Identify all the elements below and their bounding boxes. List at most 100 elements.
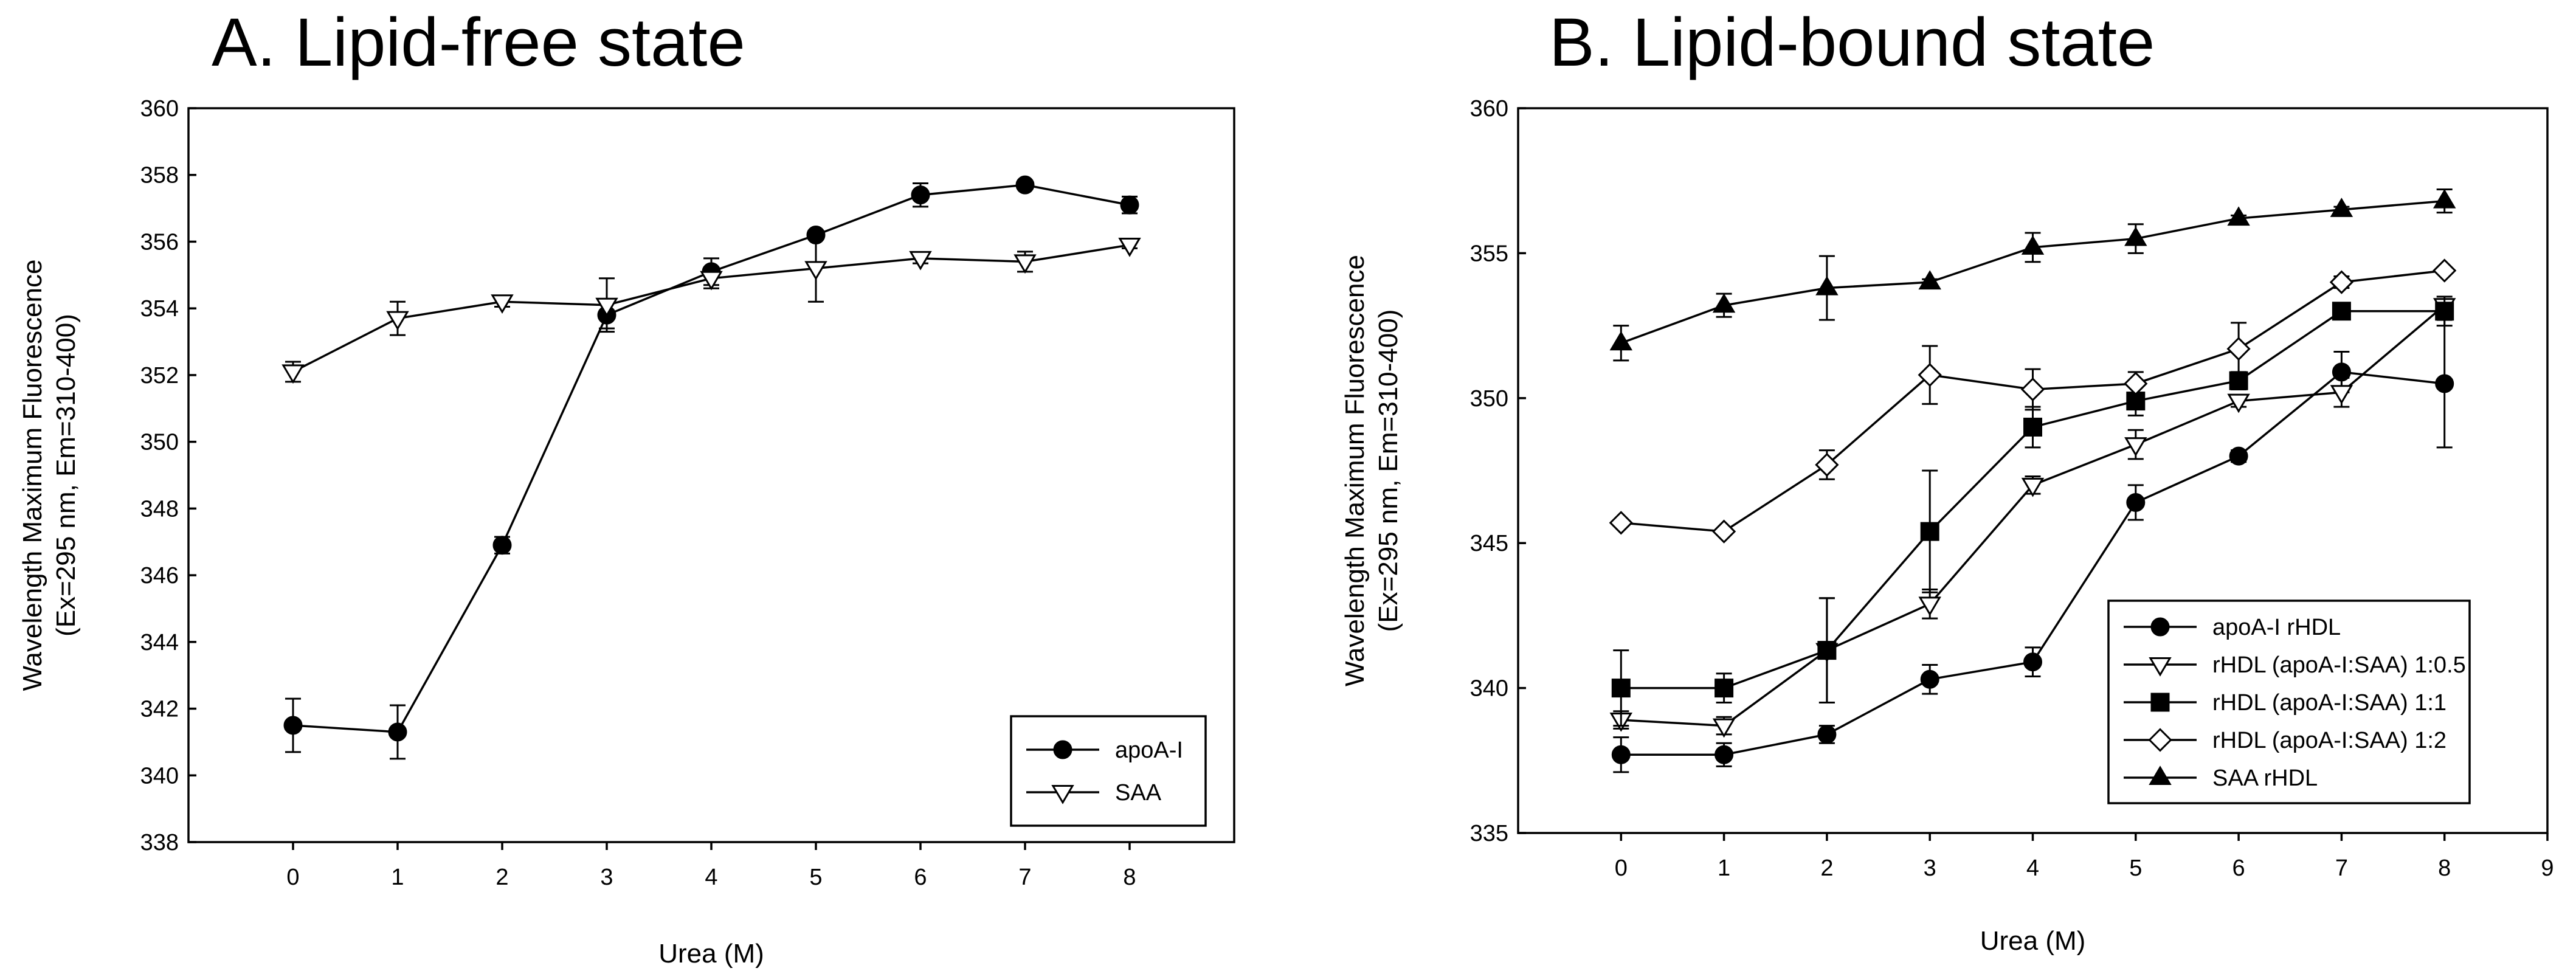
panel-b-legend: apoA-I rHDL rHDL (apoA-I:SAA) 1:0.5 rHDL (… [2107,600,2471,804]
panel-a-y-tick-label: 360 [140,96,179,122]
data-point [1815,452,1839,477]
legend-entry-apoa-i: apoA-I [1115,738,1183,763]
panel-a-y-axis-label: Wavelength Maximum Fluorescence [18,260,47,691]
panel-a-x-tick-label: 2 [496,865,508,890]
data-point [388,722,407,742]
legend-marker [2150,617,2170,637]
panel-a-y-tick-label: 354 [140,296,179,322]
data-point [1918,363,1942,387]
data-point [1611,679,1631,698]
panel-b-y-tick-label: 345 [1470,531,1508,556]
data-point [2435,302,2454,321]
data-point [2229,446,2248,466]
panel-a-series-saa [281,233,1141,384]
data-point [2021,477,2045,497]
panel-a-y-tick-label: 346 [140,563,179,589]
panel-b-x-axis-label: Urea (M) [1980,926,2086,956]
panel-b-series-rhdl-apoa-i-saa-1-1 [1611,295,2454,727]
panel-a-x-tick-label: 7 [1018,865,1031,890]
data-point [911,185,930,205]
data-point [1817,641,1837,660]
legend-entry-rhdl-apoa-i-saa-1-0-5: rHDL (apoA-I:SAA) 1:0.5 [2212,652,2466,678]
panel-a-x-axis-label: Urea (M) [658,939,764,969]
panel-a-title: A. Lipid-free state [212,4,745,80]
panel-a-y-tick-label: 356 [140,229,179,255]
data-point [1920,522,1939,541]
data-point [283,716,303,735]
panel-a-x-tick-label: 8 [1123,865,1136,890]
data-point [2227,206,2250,226]
panel-a-x-tick-label: 3 [600,865,613,890]
panel-a-x-tick-label: 0 [286,865,299,890]
data-point [2330,198,2353,217]
panel-b-x-tick-label: 4 [2026,855,2039,881]
data-point [1714,745,1734,764]
data-point [2124,371,2148,396]
panel-b-series-saa-rhdl [1609,188,2456,362]
legend-entry-saa: SAA [1115,780,1162,806]
data-point [1920,669,1939,689]
legend-marker [2150,693,2170,712]
legend-marker [2148,728,2172,752]
data-point [2433,188,2456,209]
data-point [281,364,305,384]
data-point [2435,374,2454,393]
panel-b-y-axis-label: Wavelength Maximum Fluorescence [1340,255,1370,686]
legend-entry-rhdl-apoa-i-saa-1-1: rHDL (apoA-I:SAA) 1:1 [2212,690,2447,716]
data-point [1609,511,1633,535]
panel-b-x-tick-label: 9 [2541,855,2554,881]
panel-b-y-tick-label: 360 [1470,96,1508,122]
panel-b-x-tick-label: 1 [1718,855,1730,881]
data-point [1015,175,1035,195]
legend-marker [2149,765,2172,785]
data-point [1118,237,1141,257]
panel-b-x-tick-label: 7 [2335,855,2348,881]
data-point [1609,331,1633,351]
panel-b-y-axis-label: (Ex=295 nm, Em=310-400) [1373,309,1403,632]
data-point [1711,519,1736,544]
panel-a-x-tick-label: 5 [809,865,822,890]
legend-entry-rhdl-apoa-i-saa-1-2: rHDL (apoA-I:SAA) 1:2 [2212,728,2447,753]
panel-b-x-tick-label: 6 [2232,855,2245,881]
data-point [2329,270,2354,294]
data-point [2021,235,2045,255]
data-point [1712,293,1736,313]
panel-b-series-apoa-i-rhdl [1611,319,2454,773]
panel-b-x-tick-label: 5 [2129,855,2142,881]
panel-a-y-tick-label: 344 [140,630,179,655]
panel-a-y-tick-label: 338 [140,830,179,855]
data-point [1611,745,1631,764]
legend-entry-apoa-i-rhdl: apoA-I rHDL [2212,615,2341,640]
data-point [1918,596,1941,617]
data-point [1714,679,1734,698]
panel-a-y-tick-label: 352 [140,363,179,389]
panel-a-y-tick-label: 350 [140,430,179,455]
data-point [2020,377,2045,402]
data-point [2023,652,2042,672]
legend-marker [2149,657,2172,677]
data-point [2226,337,2251,361]
data-point [595,297,618,317]
panel-b-x-tick-label: 2 [1820,855,1833,881]
data-point [2124,437,2147,457]
panel-a-y-tick-label: 340 [140,763,179,789]
panel-a-y-tick-label: 342 [140,697,179,722]
legend-entry-saa-rhdl: SAA rHDL [2212,765,2318,791]
data-point [1817,725,1837,744]
legend-frame [1010,715,1207,827]
panel-b-x-tick-label: 8 [2438,855,2451,881]
panel-a-chart: A. Lipid-free state 338 340 342 344 346 3 4 8 350… [18,4,1235,969]
panel-a-x-tick-label: 4 [705,865,717,890]
data-point [2126,492,2146,512]
data-point [492,536,512,555]
panel-a-series-apoa-i [283,175,1139,760]
data-point [491,294,514,314]
data-point [1120,195,1139,215]
data-point [1712,718,1736,738]
panel-b-title: B. Lipid-bound state [1549,4,2155,80]
panel-b-y-tick-label: 350 [1470,386,1508,412]
legend-marker [1053,740,1072,759]
data-point [909,251,932,271]
data-point [804,261,827,281]
